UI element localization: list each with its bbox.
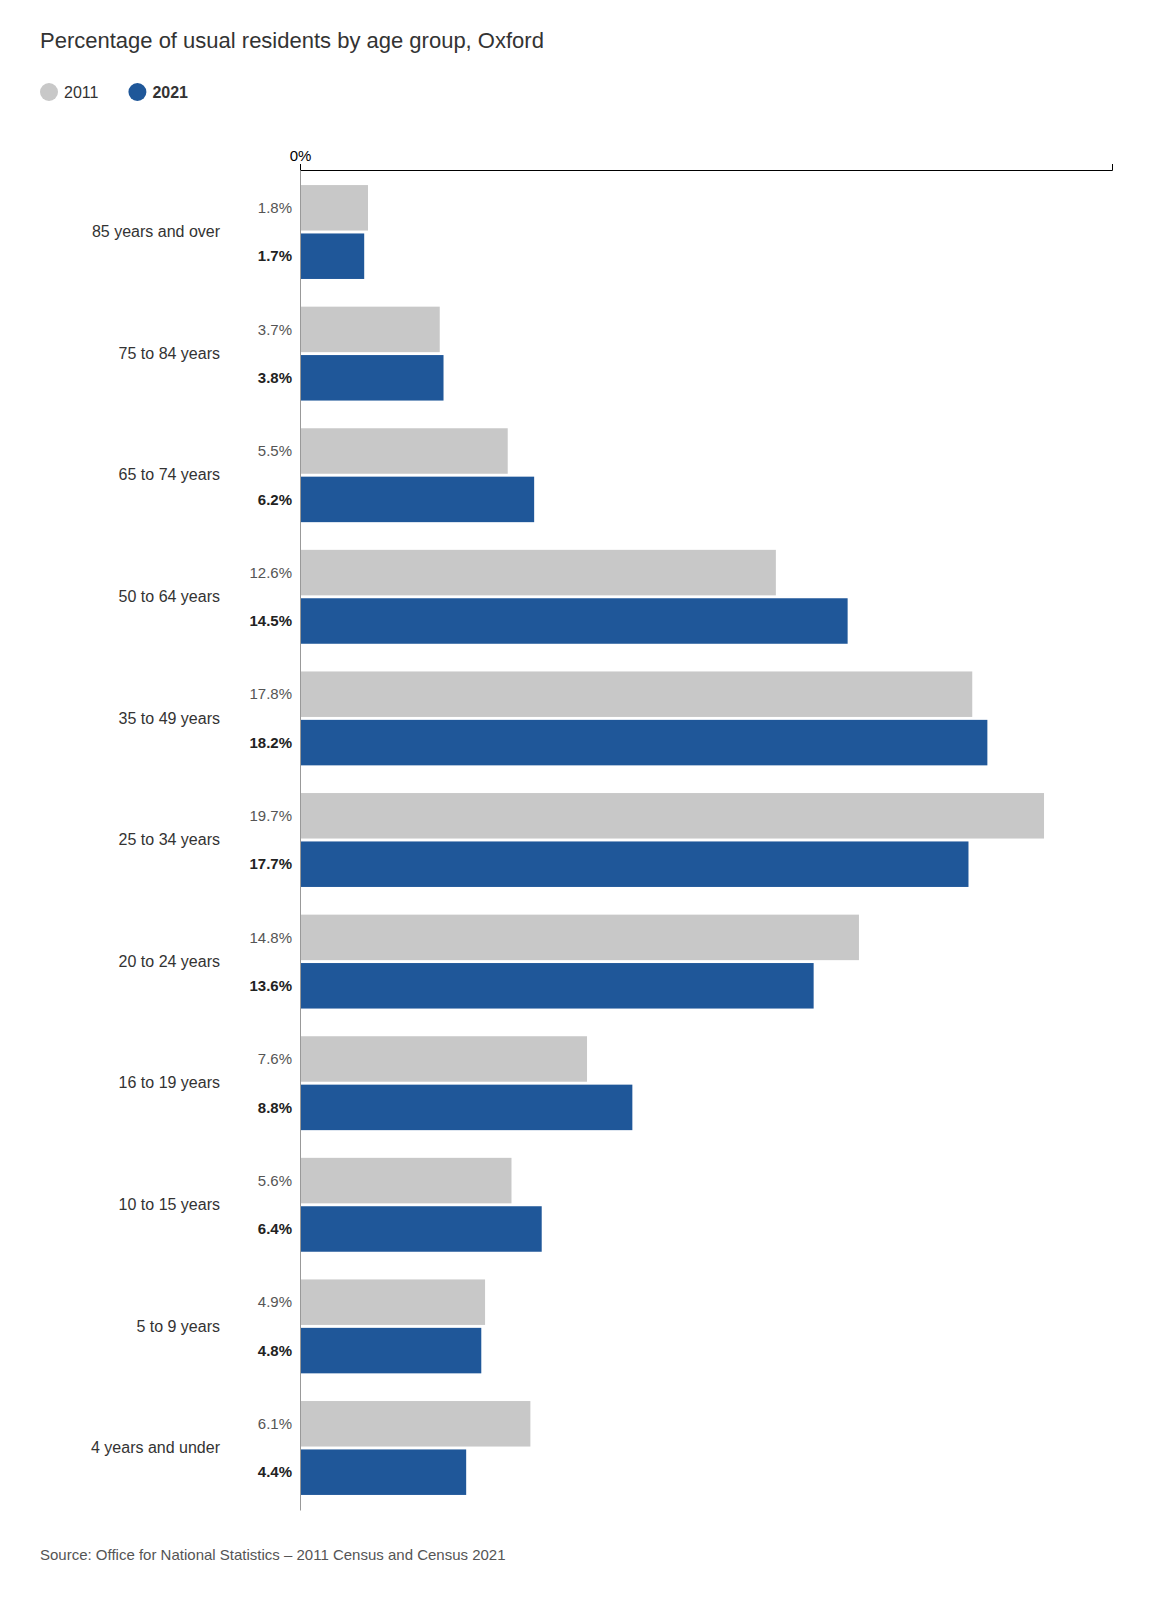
x-axis-line: [301, 164, 1113, 171]
bar: [300, 1085, 632, 1130]
y-tick: 85 years and over: [92, 223, 221, 240]
bar: [300, 307, 440, 352]
y-axis: 85 years and over 75 to 84 years 65 to 74 …: [91, 171, 300, 1511]
data-label: 6.2%: [258, 491, 292, 508]
data-labels: 1.8% 3.7% 5.5% 12.6% 17.8% 19.7% 14.8% 7.6% 5.6%…: [249, 199, 292, 1480]
y-tick: 35 to 49 years: [119, 710, 220, 727]
legend-swatch: [128, 83, 146, 101]
bar: [300, 793, 1044, 838]
y-tick-label: 50 to 64 years: [119, 588, 220, 605]
title: Percentage of usual residents by age gro…: [40, 28, 544, 53]
bar: [300, 233, 364, 278]
y-axis-line: [300, 171, 301, 1511]
data-label: 4.9%: [258, 1293, 292, 1310]
y-tick: 4 years and under: [91, 1439, 221, 1456]
bar: [300, 841, 968, 886]
legend-swatch: [40, 83, 58, 101]
chart-svg: Percentage of usual residents by age gro…: [0, 0, 1152, 1600]
chart-container: Percentage of usual residents by age gro…: [0, 0, 1152, 1600]
data-label: 6.4%: [258, 1220, 292, 1237]
data-label: 17.7%: [249, 855, 292, 872]
legend-item: 2011: [40, 83, 99, 101]
bar: [300, 598, 848, 643]
plot: 0% 85 years and over 75 to 84 years 65 to 7…: [91, 147, 1112, 1511]
data-label: 8.8%: [258, 1099, 292, 1116]
data-label: 14.5%: [249, 612, 292, 629]
legend-item: 2021: [128, 83, 188, 101]
bar: [300, 185, 368, 230]
data-label: 13.6%: [249, 977, 292, 994]
bar: [300, 477, 534, 522]
x-tick-label: 0%: [290, 147, 312, 164]
y-tick-label: 16 to 19 years: [119, 1074, 220, 1091]
y-tick-label: 10 to 15 years: [119, 1196, 220, 1213]
bar: [300, 1279, 485, 1324]
bar: [300, 355, 444, 400]
bar: [300, 1401, 530, 1446]
legend-label: 2021: [152, 84, 188, 101]
data-label: 5.6%: [258, 1172, 292, 1189]
data-label: 12.6%: [249, 564, 292, 581]
y-tick-label: 35 to 49 years: [119, 710, 220, 727]
y-tick: 20 to 24 years: [119, 953, 220, 970]
bar: [300, 550, 776, 595]
data-label: 7.6%: [258, 1050, 292, 1067]
y-tick: 25 to 34 years: [119, 831, 220, 848]
bar: [300, 1036, 587, 1081]
y-tick: 16 to 19 years: [119, 1074, 220, 1091]
y-tick: 65 to 74 years: [119, 466, 220, 483]
data-label: 3.7%: [258, 321, 292, 338]
data-label: 1.7%: [258, 247, 292, 264]
bars: [300, 185, 1044, 1495]
y-tick-label: 20 to 24 years: [119, 953, 220, 970]
y-tick-label: 4 years and under: [91, 1439, 221, 1456]
data-label: 4.8%: [258, 1342, 292, 1359]
data-label: 3.8%: [258, 369, 292, 386]
bar: [300, 671, 972, 716]
bar: [300, 963, 814, 1008]
bar: [300, 428, 508, 473]
y-tick-label: 85 years and over: [92, 223, 221, 240]
bar: [300, 720, 987, 765]
data-label: 19.7%: [249, 807, 292, 824]
bar: [300, 1206, 542, 1251]
data-label: 17.8%: [249, 685, 292, 702]
x-tick: 0%: [290, 147, 312, 170]
bar: [300, 1449, 466, 1494]
data-label: 14.8%: [249, 929, 292, 946]
data-label: 5.5%: [258, 442, 292, 459]
data-label: 4.4%: [258, 1463, 292, 1480]
data-label: 6.1%: [258, 1415, 292, 1432]
bar: [300, 915, 859, 960]
x-tick-mark: [300, 164, 301, 170]
bar: [300, 1158, 511, 1203]
bar: [300, 1328, 481, 1373]
y-tick: 10 to 15 years: [119, 1196, 220, 1213]
data-label: 18.2%: [249, 734, 292, 751]
legend: 2011 2021: [40, 83, 188, 101]
legend-label: 2011: [64, 84, 99, 101]
y-tick-label: 5 to 9 years: [136, 1318, 220, 1335]
y-tick-label: 75 to 84 years: [119, 345, 220, 362]
y-tick-label: 25 to 34 years: [119, 831, 220, 848]
x-axis: 0%: [290, 147, 1113, 171]
y-tick: 5 to 9 years: [136, 1318, 220, 1335]
annotation: Source: Office for National Statistics –…: [40, 1546, 506, 1563]
data-label: 1.8%: [258, 199, 292, 216]
y-tick-label: 65 to 74 years: [119, 466, 220, 483]
y-tick: 75 to 84 years: [119, 345, 220, 362]
y-tick: 50 to 64 years: [119, 588, 220, 605]
